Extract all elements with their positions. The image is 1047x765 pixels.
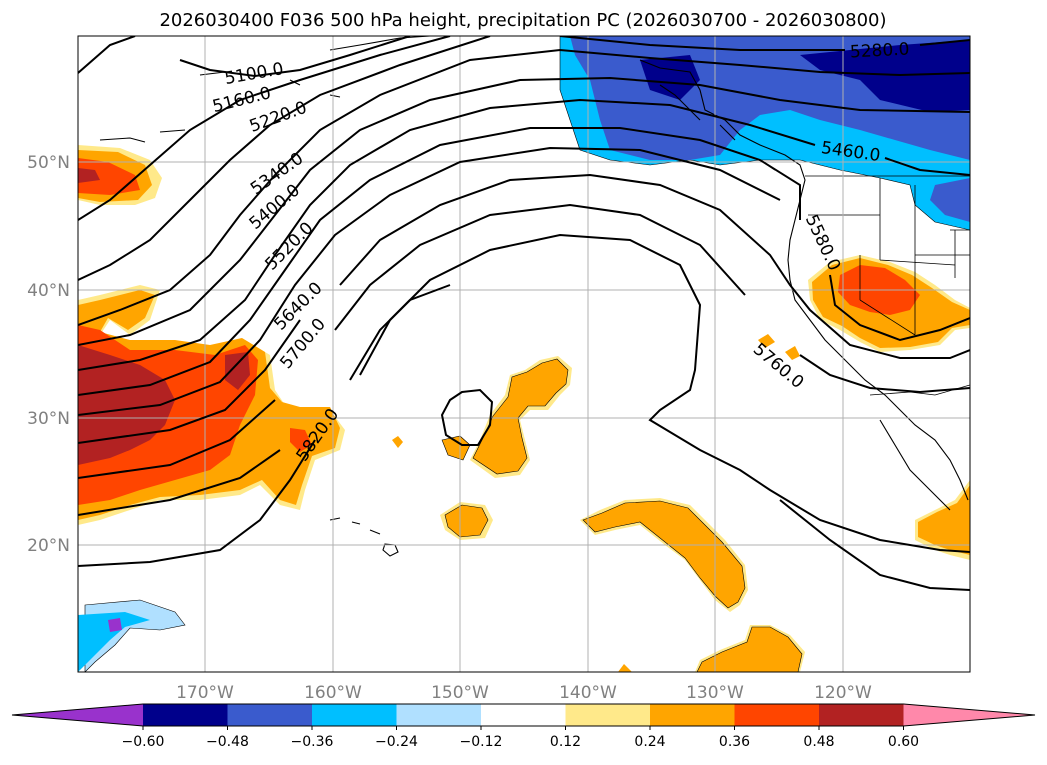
map-area: 5100.0 5160.0 5220.0 5280.0 5340.0 5400.… bbox=[78, 36, 970, 672]
colorbar-tick-label: 0.60 bbox=[888, 734, 919, 750]
colorbar: −0.60 −0.48 −0.36 −0.24 −0.12 0.12 0.24 0.36 0.4… bbox=[11, 703, 1036, 750]
lat-tick-50n: 50°N bbox=[27, 153, 70, 173]
colorbar-bin bbox=[565, 704, 651, 726]
hawaii bbox=[329, 517, 399, 557]
colorbar-bin bbox=[819, 704, 904, 726]
neg-region-sw-sky bbox=[78, 612, 150, 672]
colorbar-tick-label: −0.36 bbox=[291, 734, 334, 750]
contour-5460 bbox=[78, 98, 970, 371]
contour-5520 bbox=[78, 127, 801, 396]
colorbar-bin bbox=[396, 704, 482, 726]
contour-label-5280: 5280.0 bbox=[850, 39, 910, 62]
pos-region-dot1 bbox=[392, 436, 403, 448]
lat-tick-40n: 40°N bbox=[27, 281, 70, 301]
contour-closed-low bbox=[440, 388, 494, 446]
lat-tick-30n: 30°N bbox=[27, 409, 70, 429]
pos-region-c-orange bbox=[472, 358, 569, 475]
pos-region-ca-dot1 bbox=[758, 334, 775, 348]
pos-region-fe-orange bbox=[918, 485, 970, 555]
latitude-ticks: 50°N 40°N 30°N 20°N bbox=[27, 153, 70, 556]
colorbar-bin bbox=[143, 704, 228, 726]
map-frame bbox=[77, 35, 971, 673]
contour-5220 bbox=[78, 36, 491, 281]
pos-region-s2-orange bbox=[618, 664, 632, 672]
colorbar-bin bbox=[227, 704, 313, 726]
contour-5820 bbox=[78, 284, 451, 567]
pos-region-w-red2 bbox=[290, 428, 312, 452]
contour-5580 bbox=[78, 146, 970, 416]
neg-region-ne-royal2 bbox=[930, 178, 970, 222]
contour-5160 bbox=[78, 36, 451, 221]
contour-5280 bbox=[559, 36, 970, 51]
lat-tick-20n: 20°N bbox=[27, 536, 70, 556]
border-states bbox=[808, 178, 970, 336]
colorbar-tick-label: 0.48 bbox=[803, 734, 834, 750]
lon-tick-150w: 150°W bbox=[431, 683, 489, 703]
colorbar-tick-label: 0.24 bbox=[634, 734, 665, 750]
lon-tick-130w: 130°W bbox=[686, 683, 744, 703]
colorbar-bin bbox=[481, 704, 566, 726]
colorbar-extend-high bbox=[903, 704, 1035, 726]
coast-baja bbox=[879, 419, 951, 511]
contour-5340 bbox=[78, 48, 970, 326]
colorbar-tick-label: −0.48 bbox=[206, 734, 249, 750]
lon-tick-160w: 160°W bbox=[304, 683, 362, 703]
contour-5640 bbox=[78, 173, 970, 444]
longitude-ticks: 170°W 160°W 150°W 140°W 130°W 120°W bbox=[176, 683, 872, 703]
colorbar-bin bbox=[650, 704, 735, 726]
contour-5760 bbox=[78, 233, 970, 553]
contour-5100 bbox=[78, 36, 411, 78]
lon-tick-140w: 140°W bbox=[559, 683, 617, 703]
map-title: 2026030400 F036 500 hPa height, precipit… bbox=[159, 10, 886, 31]
colorbar-bin bbox=[734, 704, 820, 726]
colorbar-tick-label: 0.36 bbox=[719, 734, 750, 750]
contour-5880 bbox=[779, 499, 970, 591]
pos-region-ca-dot2 bbox=[785, 346, 800, 360]
height-contours bbox=[78, 36, 970, 591]
colorbar-tick-label: −0.60 bbox=[122, 734, 165, 750]
pos-region-e-orange bbox=[582, 500, 746, 609]
pos-region-nw-firebrick bbox=[78, 168, 100, 183]
lon-tick-120w: 120°W bbox=[814, 683, 872, 703]
colorbar-tick-label: −0.12 bbox=[460, 734, 503, 750]
pos-region-c-orange2 bbox=[441, 435, 471, 461]
pos-region-w-firebrick bbox=[78, 345, 175, 465]
colorbar-tick-label: 0.12 bbox=[550, 734, 581, 750]
gridlines bbox=[78, 36, 970, 672]
neg-region-sw-purple bbox=[108, 618, 122, 632]
pos-region-c3-orange bbox=[444, 504, 489, 538]
colorbar-extend-low bbox=[12, 704, 143, 726]
pos-region-nw-red bbox=[78, 158, 140, 195]
lon-tick-170w: 170°W bbox=[176, 683, 234, 703]
pos-region-w-firebrick2 bbox=[225, 352, 250, 390]
colorbar-tick-label: −0.24 bbox=[375, 734, 418, 750]
colorbar-bin bbox=[312, 704, 397, 726]
contour-5700 bbox=[78, 203, 970, 479]
pos-region-s-orange bbox=[696, 626, 803, 672]
contour-5400 bbox=[78, 76, 970, 346]
coast-alaska bbox=[99, 36, 431, 143]
